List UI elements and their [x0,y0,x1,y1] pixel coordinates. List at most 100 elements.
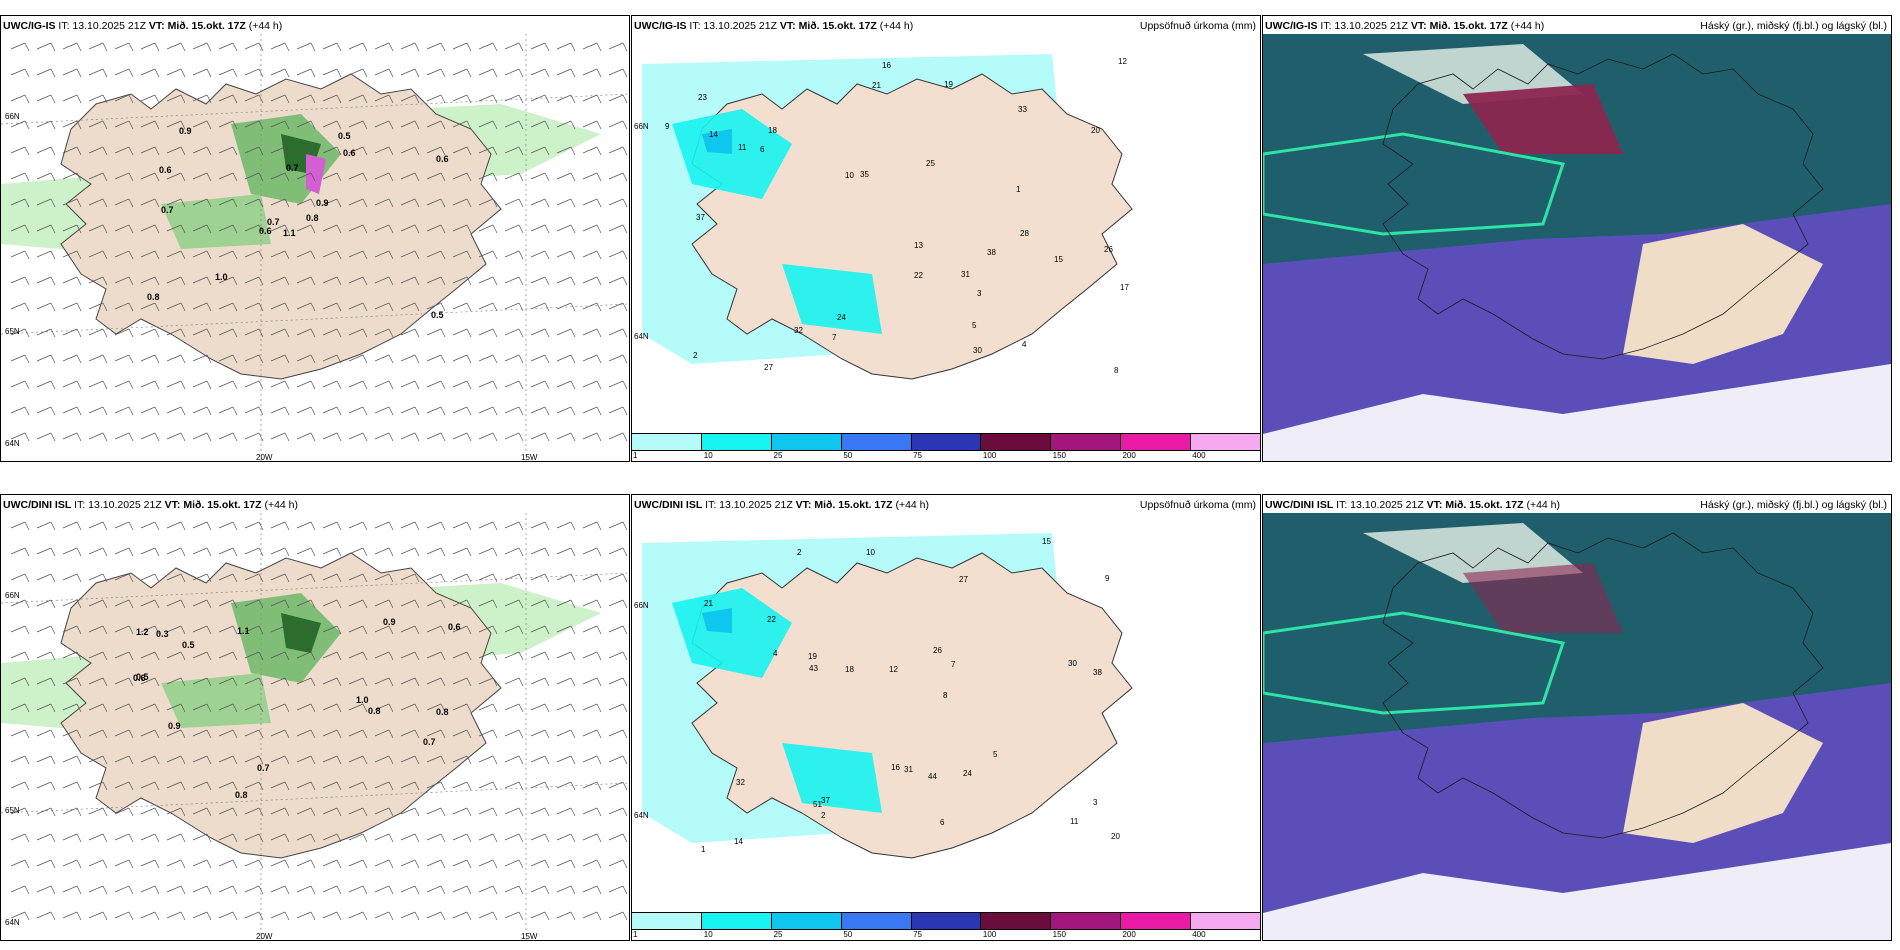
precip-value-label: 0.3 [156,629,169,639]
precip-value-label: 0.8 [368,706,381,716]
lead-time: (+44 h) [248,20,283,32]
wind-barb [62,729,82,739]
vt-label: VT: [1426,499,1443,511]
wind-barb [478,599,498,609]
wind-barb [10,781,30,791]
wind-barb [62,521,82,531]
wind-barb [426,703,446,713]
wind-barb [166,224,186,234]
wind-barb [322,432,342,442]
wind-barb [400,833,420,843]
wind-barb [452,354,472,364]
wind-barb [244,703,264,713]
wind-barb [452,729,472,739]
wind-barb [36,885,56,895]
wind-barb [556,521,576,531]
wind-barb [270,302,290,312]
wind-barb [478,250,498,260]
wind-barb [244,354,264,364]
wind-barb [556,406,576,416]
colorbar-ticks: 1 10 25 50 75 100 150 200 400 [632,451,1260,461]
wind-barb [296,68,316,78]
init-time: IT: 13.10.2025 21Z [74,499,162,511]
wind-barb [296,703,316,713]
wind-barb [530,833,550,843]
wind-barb [88,885,108,895]
wind-barb [88,224,108,234]
wind-barb [608,859,628,869]
latitude-label: 64N [634,811,649,820]
precip-area-high [702,129,732,154]
wind-barb [244,729,264,739]
wind-barb [218,547,238,557]
wind-barb [348,276,368,286]
wind-barb [218,172,238,182]
wind-barb [400,380,420,390]
wind-barb [504,781,524,791]
wind-barb [296,625,316,635]
wind-barb [10,911,30,921]
wind-barb [140,354,160,364]
wind-barb [192,68,212,78]
wind-barb [36,807,56,817]
wind-barb [504,172,524,182]
model-name: UWC/DINI ISL [3,499,72,511]
wind-barb [88,328,108,338]
wind-barb [322,755,342,765]
wind-barb [192,807,212,817]
wind-barb [140,625,160,635]
wind-barb [296,599,316,609]
wind-barb [322,172,342,182]
wind-barb [582,94,602,104]
wind-barb [270,755,290,765]
wind-barb [608,599,628,609]
wind-barb [36,859,56,869]
wind-barb [426,224,446,234]
wind-barb [322,651,342,661]
wind-barb [348,885,368,895]
wind-barb [296,651,316,661]
wind-barb [400,521,420,531]
wind-barb [608,807,628,817]
wind-barb [608,833,628,843]
wind-barb [36,328,56,338]
precip-value-label: 9 [665,122,670,131]
wind-barb [608,885,628,895]
wind-barb [374,224,394,234]
wind-barb [192,573,212,583]
precip-value-label: 32 [736,778,745,787]
wind-barb [426,807,446,817]
wind-barb [504,625,524,635]
wind-barb [608,729,628,739]
wind-barb [270,651,290,661]
wind-barb [426,68,446,78]
wind-barb [530,328,550,338]
wind-barb [296,354,316,364]
wind-barb [166,328,186,338]
wind-barb [270,677,290,687]
wind-barb [192,729,212,739]
wind-barb [426,781,446,791]
wind-barb [608,911,628,921]
map-canvas: 1.20.90.81.00.70.50.60.90.81.10.30.70.60… [1,513,629,940]
wind-barb [218,328,238,338]
wind-barb [218,146,238,156]
wind-barb [140,432,160,442]
wind-barb [62,432,82,442]
precip-value-label: 3 [977,289,982,298]
wind-barb [582,859,602,869]
colorbar-segment [1121,434,1192,450]
wind-barb [36,833,56,843]
wind-barb [218,302,238,312]
wind-barb [504,68,524,78]
wind-barb [10,807,30,817]
wind-barb [62,651,82,661]
wind-barb [608,432,628,442]
wind-barb [10,406,30,416]
wind-barb [62,807,82,817]
panel-clouds-dini: UWC/DINI ISL IT: 13.10.2025 21Z VT: Mið.… [1262,494,1892,941]
wind-barb [426,146,446,156]
wind-barb [140,302,160,312]
wind-barb [530,521,550,531]
init-time: IT: 13.10.2025 21Z [58,20,146,32]
